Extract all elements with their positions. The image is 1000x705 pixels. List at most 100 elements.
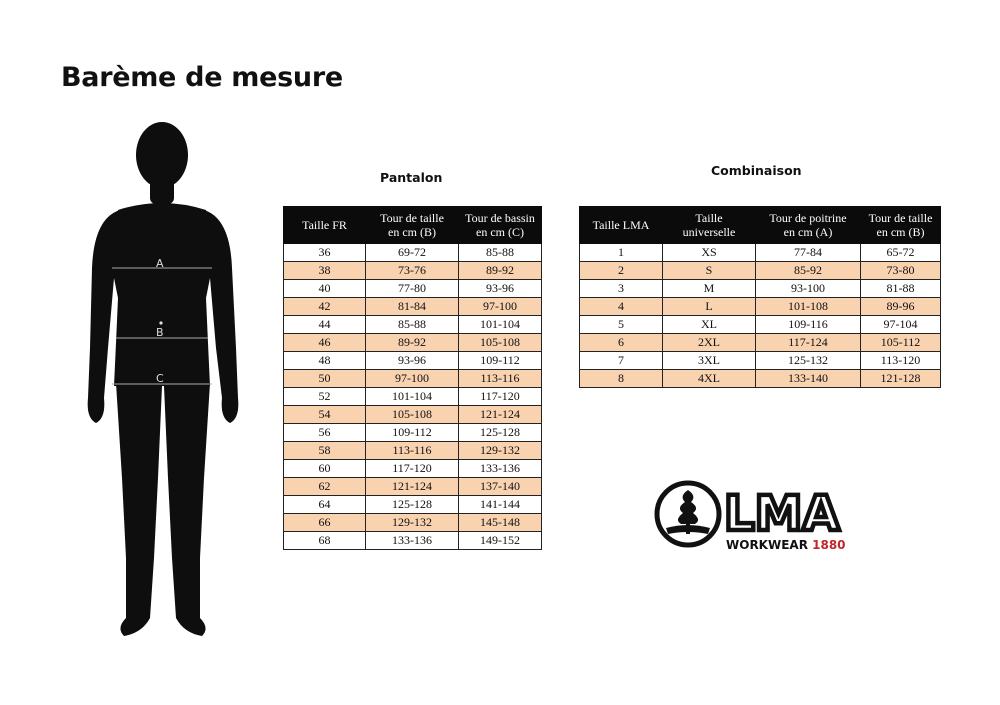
pantalon-cell: 133-136 (458, 459, 542, 478)
combinaison-cell: L (662, 297, 756, 316)
combinaison-cell: 4 (579, 297, 663, 316)
pantalon-row: 38 73-76 89-92 (283, 261, 542, 280)
pantalon-cell: 121-124 (458, 405, 542, 424)
combinaison-header-taille-universelle: Taille universelle (662, 206, 756, 244)
pantalon-cell: 117-120 (458, 387, 542, 406)
pantalon-cell: 56 (283, 423, 366, 442)
combinaison-header-taille-lma: Taille LMA (579, 206, 663, 244)
pantalon-cell: 89-92 (365, 333, 459, 352)
pantalon-row: 64 125-128 141-144 (283, 495, 542, 514)
combinaison-cell: 8 (579, 369, 663, 388)
left-arm (87, 210, 120, 423)
combinaison-cell: 105-112 (860, 333, 941, 352)
pantalon-cell: 125-128 (365, 495, 459, 514)
pantalon-cell: 145-148 (458, 513, 542, 532)
pantalon-row: 48 93-96 109-112 (283, 351, 542, 370)
combinaison-cell: 133-140 (755, 369, 861, 388)
logo-brand: LMA (724, 486, 840, 542)
pantalon-row: 60 117-120 133-136 (283, 459, 542, 478)
combinaison-row: 3 M 93-100 81-88 (579, 279, 941, 298)
pantalon-cell: 46 (283, 333, 366, 352)
combinaison-cell: 117-124 (755, 333, 861, 352)
combinaison-cell: XL (662, 315, 756, 334)
combinaison-cell: 125-132 (755, 351, 861, 370)
combinaison-cell: S (662, 261, 756, 280)
pantalon-cell: 121-124 (365, 477, 459, 496)
pantalon-cell: 133-136 (365, 531, 459, 550)
pantalon-table: Taille FR Tour de taille en cm (B) Tour … (283, 206, 542, 550)
pantalon-cell: 97-100 (458, 297, 542, 316)
pantalon-cell: 125-128 (458, 423, 542, 442)
pantalon-row: 56 109-112 125-128 (283, 423, 542, 442)
pantalon-row: 58 113-116 129-132 (283, 441, 542, 460)
lma-logo: LMA WORKWEAR 1880 (654, 480, 846, 552)
pantalon-cell: 54 (283, 405, 366, 424)
pantalon-cell: 38 (283, 261, 366, 280)
logo-tagline-year: 1880 (812, 538, 845, 552)
combinaison-cell: 101-108 (755, 297, 861, 316)
combinaison-cell: 1 (579, 243, 663, 262)
pantalon-cell: 105-108 (365, 405, 459, 424)
pantalon-cell: 129-132 (458, 441, 542, 460)
left-leg (116, 383, 162, 636)
combinaison-title: Combinaison (711, 163, 802, 178)
label-b: B (156, 326, 164, 339)
pantalon-cell: 141-144 (458, 495, 542, 514)
combinaison-cell: 7 (579, 351, 663, 370)
head (136, 122, 188, 188)
label-a: A (156, 257, 164, 270)
pantalon-cell: 44 (283, 315, 366, 334)
pantalon-header-tour-bassin: Tour de bassin en cm (C) (458, 206, 542, 244)
combinaison-table: Taille LMA Taille universelle Tour de po… (579, 206, 941, 388)
right-leg (164, 383, 210, 636)
logo-circle-icon (654, 480, 722, 548)
pantalon-cell: 68 (283, 531, 366, 550)
logo-tagline-prefix: WORKWEAR (726, 538, 812, 552)
combinaison-header-tour-poitrine: Tour de poitrine en cm (A) (755, 206, 861, 244)
pantalon-cell: 77-80 (365, 279, 459, 298)
body-silhouette: A B C (87, 122, 239, 636)
right-arm (204, 210, 239, 423)
combinaison-cell: 2 (579, 261, 663, 280)
combinaison-cell: 3XL (662, 351, 756, 370)
combinaison-cell: 97-104 (860, 315, 941, 334)
pantalon-cell: 97-100 (365, 369, 459, 388)
pantalon-header-taille-fr: Taille FR (283, 206, 366, 244)
pantalon-row: 36 69-72 85-88 (283, 243, 542, 262)
combinaison-cell: 85-92 (755, 261, 861, 280)
pantalon-cell: 69-72 (365, 243, 459, 262)
logo-tagline: WORKWEAR 1880 (726, 538, 846, 552)
neck (150, 178, 174, 204)
combinaison-cell: 6 (579, 333, 663, 352)
pantalon-cell: 137-140 (458, 477, 542, 496)
pantalon-cell: 48 (283, 351, 366, 370)
pantalon-row: 44 85-88 101-104 (283, 315, 542, 334)
combinaison-cell: M (662, 279, 756, 298)
pantalon-cell: 93-96 (458, 279, 542, 298)
pantalon-cell: 52 (283, 387, 366, 406)
pantalon-cell: 58 (283, 441, 366, 460)
combinaison-cell: 113-120 (860, 351, 941, 370)
pantalon-row: 54 105-108 121-124 (283, 405, 542, 424)
combinaison-cell: 5 (579, 315, 663, 334)
combinaison-cell: 73-80 (860, 261, 941, 280)
pantalon-cell: 66 (283, 513, 366, 532)
pantalon-row: 66 129-132 145-148 (283, 513, 542, 532)
pantalon-cell: 60 (283, 459, 366, 478)
pantalon-cell: 113-116 (365, 441, 459, 460)
pantalon-row: 46 89-92 105-108 (283, 333, 542, 352)
combinaison-cell: 81-88 (860, 279, 941, 298)
pantalon-cell: 64 (283, 495, 366, 514)
combinaison-header-tour-taille: Tour de taille en cm (B) (860, 206, 941, 244)
combinaison-cell: 65-72 (860, 243, 941, 262)
combinaison-cell: 89-96 (860, 297, 941, 316)
pantalon-cell: 81-84 (365, 297, 459, 316)
pantalon-cell: 117-120 (365, 459, 459, 478)
pantalon-cell: 40 (283, 279, 366, 298)
combinaison-row: 5 XL 109-116 97-104 (579, 315, 941, 334)
combinaison-row: 4 L 101-108 89-96 (579, 297, 941, 316)
pantalon-cell: 101-104 (458, 315, 542, 334)
combinaison-cell: 3 (579, 279, 663, 298)
combinaison-cell: 77-84 (755, 243, 861, 262)
combinaison-cell: 2XL (662, 333, 756, 352)
